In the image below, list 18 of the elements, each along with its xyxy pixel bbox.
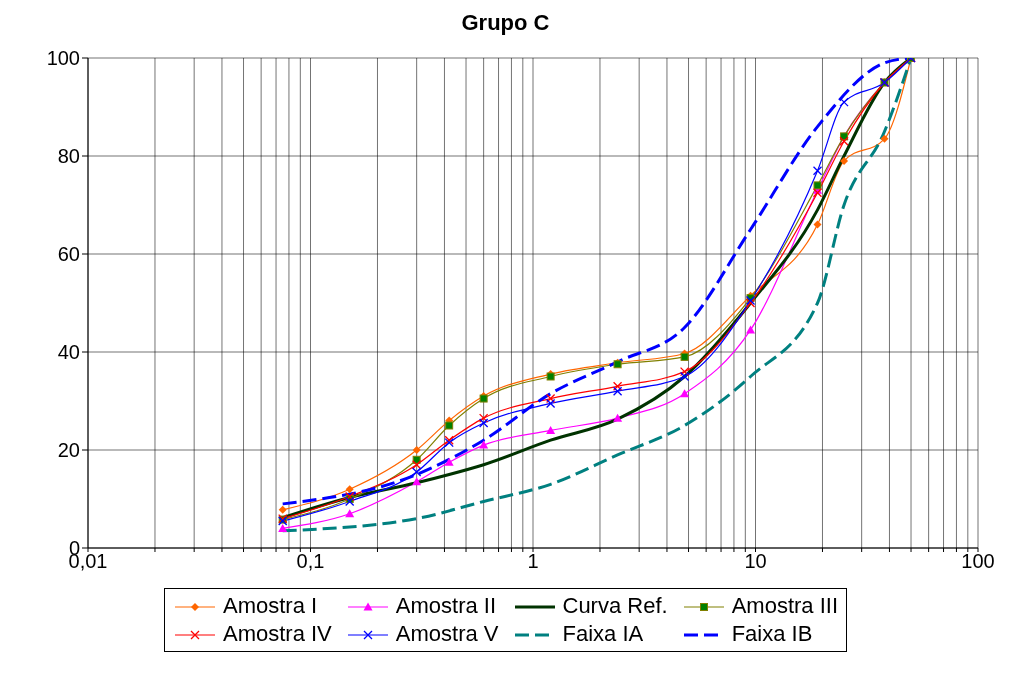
legend-label: Faixa IB bbox=[730, 621, 814, 647]
y-tick-label: 20 bbox=[57, 439, 80, 462]
x-tick-label: 1 bbox=[527, 550, 539, 573]
legend-label: Curva Ref. bbox=[561, 593, 668, 619]
legend-label: Faixa IA bbox=[561, 621, 645, 647]
x-tick-label: 100 bbox=[961, 550, 995, 573]
y-tick-label: 60 bbox=[57, 243, 80, 266]
y-tick-label: 40 bbox=[57, 341, 80, 364]
legend-label: Amostra III bbox=[730, 593, 839, 619]
legend-label: Amostra II bbox=[394, 593, 498, 619]
chart-title: Grupo C bbox=[460, 9, 551, 37]
x-tick-label: 0,1 bbox=[296, 550, 325, 573]
legend-label: Amostra V bbox=[394, 621, 499, 647]
x-tick-label: 10 bbox=[744, 550, 767, 573]
legend-label: Amostra I bbox=[222, 593, 319, 619]
legend-label: Amostra IV bbox=[222, 621, 332, 647]
y-tick-label: 80 bbox=[57, 145, 80, 168]
y-tick-label: 100 bbox=[46, 47, 80, 70]
